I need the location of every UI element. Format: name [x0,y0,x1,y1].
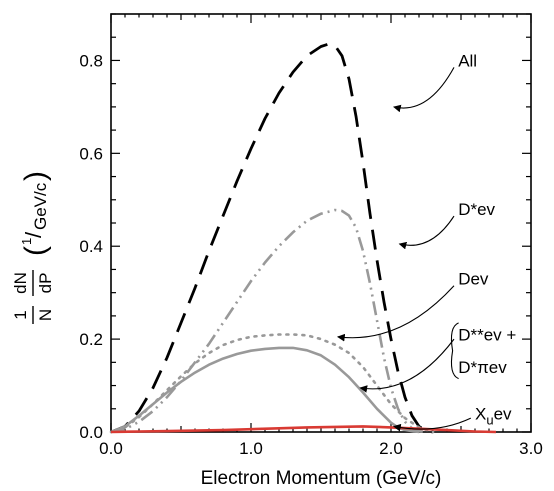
x-tick-label: 3.0 [519,439,543,458]
x-tick-label: 1.0 [239,439,263,458]
series-line-0 [110,42,434,434]
y-paren-open: ( [19,246,52,256]
y-axis-title: 1 N dN dP ( 1 / GeV/c ) [11,171,55,324]
y-tick-label: 0.8 [79,51,103,70]
annotation-arrow-0 [393,67,455,113]
annotation-arrow-3 [359,338,455,393]
annotation-label-5: Xuev [475,404,512,427]
series-group [109,42,497,434]
series-line-4 [110,425,497,434]
annotation-label-0: All [458,51,477,70]
annotation-arrow-5 [393,417,472,432]
annotation-label-2: Dev [458,270,489,289]
y-unit-num: 1 [19,238,34,245]
tick-labels: 0.0 1.0 2.0 3.0 0.0 0.2 0.4 0.6 0.8 [79,51,542,458]
y-frac1-den: N [36,309,55,321]
annotations-group: All D*ev Dev D**ev + D*πev Xuev [337,51,516,432]
annotation-label-1: D*ev [458,200,495,219]
annotation-label-4: D*πev [458,358,507,377]
x-axis-title: Electron Momentum (GeV/c) [201,468,442,489]
annotation-label-3: D**ev + [458,325,516,344]
x-tick-label: 0.0 [99,439,123,458]
annotation-brace [450,322,459,380]
y-tick-label: 0.2 [79,330,103,349]
annotation-arrow-1 [398,215,455,250]
x-tick-label: 2.0 [379,439,403,458]
y-paren-close: ) [19,171,52,181]
y-frac1-num: 1 [11,310,30,319]
y-frac2-den: dP [36,273,55,294]
y-unit-den: GeV/c [31,182,50,230]
y-unit-slash: / [21,231,46,238]
y-tick-label: 0.6 [79,144,103,163]
series-line-3 [110,346,420,434]
axis-ticks [110,13,532,433]
y-tick-label: 0.0 [79,423,103,442]
annotation-arrow-2 [337,285,455,342]
y-tick-label: 0.4 [79,237,103,256]
y-frac2-num: dN [11,272,30,294]
